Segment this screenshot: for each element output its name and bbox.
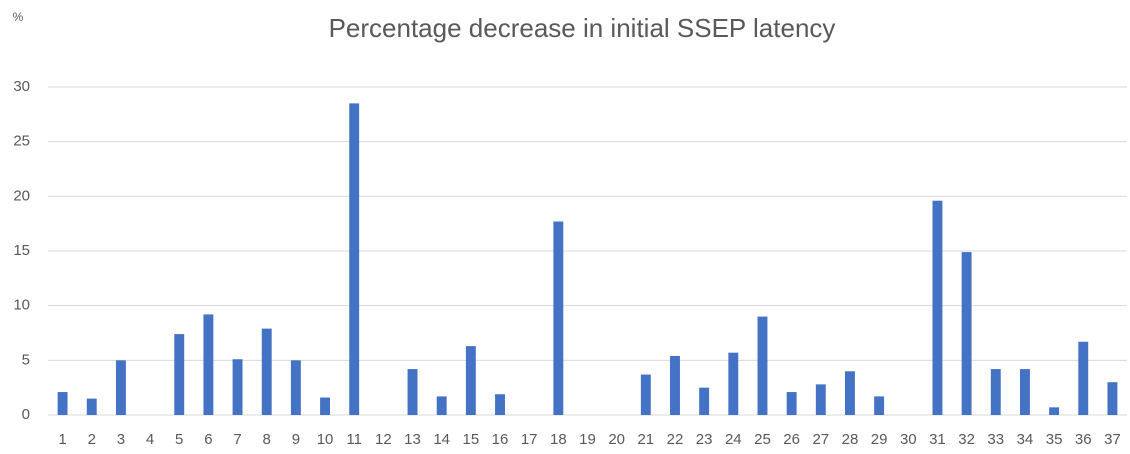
x-tick-label: 30 <box>900 431 917 448</box>
x-tick-label: 17 <box>521 431 538 448</box>
bar <box>465 346 476 415</box>
bar <box>553 221 564 415</box>
bar <box>290 360 301 415</box>
x-tick-label: 33 <box>987 431 1004 448</box>
x-tick-label: 13 <box>404 431 421 448</box>
y-tick-label: 5 <box>22 351 30 368</box>
x-tick-label: 26 <box>783 431 800 448</box>
y-tick-label: 30 <box>13 78 30 95</box>
x-tick-label: 1 <box>58 431 66 448</box>
x-tick-label: 4 <box>146 431 154 448</box>
bar <box>640 374 651 415</box>
bar <box>115 360 126 415</box>
bar <box>495 394 505 415</box>
bar <box>57 392 68 415</box>
bar <box>203 314 214 415</box>
bar <box>1107 382 1118 415</box>
x-tick-label: 22 <box>667 431 684 448</box>
x-tick-label: 6 <box>204 431 212 448</box>
x-tick-label: 34 <box>1017 431 1034 448</box>
x-tick-label: 20 <box>608 431 625 448</box>
y-tick-label: 15 <box>13 242 30 259</box>
chart-title: Percentage decrease in initial SSEP late… <box>329 13 836 43</box>
x-tick-label: 10 <box>317 431 334 448</box>
bar <box>845 371 855 415</box>
bar <box>699 387 710 415</box>
x-tick-label: 21 <box>637 431 654 448</box>
x-tick-label: 35 <box>1046 431 1063 448</box>
x-tick-label: 16 <box>492 431 509 448</box>
x-tick-label: 12 <box>375 431 392 448</box>
y-axis-label: % <box>13 10 24 24</box>
bar <box>728 352 739 415</box>
x-tick-label: 37 <box>1104 431 1121 448</box>
x-tick-label: 15 <box>463 431 480 448</box>
x-tick-label: 8 <box>263 431 271 448</box>
bar <box>757 316 768 415</box>
x-tick-label: 2 <box>88 431 96 448</box>
bar <box>349 103 360 416</box>
x-tick-label: 3 <box>117 431 125 448</box>
x-tick-label: 25 <box>754 431 771 448</box>
x-tick-label: 29 <box>871 431 888 448</box>
x-tick-label: 36 <box>1075 431 1092 448</box>
bar <box>86 398 97 415</box>
x-tick-label: 7 <box>233 431 241 448</box>
x-tick-label: 28 <box>842 431 859 448</box>
bar <box>320 397 330 415</box>
bar <box>1019 369 1030 415</box>
bar <box>174 334 185 415</box>
x-tick-label: 23 <box>696 431 713 448</box>
x-tick-label: 24 <box>725 431 742 448</box>
x-tick-label: 32 <box>958 431 975 448</box>
bar <box>407 369 418 415</box>
x-tick-label: 18 <box>550 431 567 448</box>
x-tick-label: 11 <box>346 431 362 448</box>
bar <box>670 355 680 415</box>
bar <box>1049 407 1060 415</box>
y-tick-label: 20 <box>13 187 30 204</box>
bar <box>932 200 943 415</box>
bar <box>786 392 797 415</box>
bar <box>436 396 447 415</box>
x-tick-label: 5 <box>175 431 183 448</box>
bar <box>815 384 826 415</box>
y-tick-label: 10 <box>13 297 30 314</box>
y-tick-label: 0 <box>22 406 30 423</box>
x-tick-label: 31 <box>929 431 946 448</box>
bar <box>232 359 243 415</box>
x-tick-label: 19 <box>579 431 596 448</box>
bar <box>261 328 272 415</box>
x-tick-label: 27 <box>812 431 829 448</box>
bar <box>874 396 885 415</box>
bar <box>990 369 1001 415</box>
bar <box>1078 341 1089 415</box>
x-tick-label: 14 <box>433 431 450 448</box>
bar <box>961 252 972 415</box>
x-tick-label: 9 <box>292 431 300 448</box>
y-tick-label: 25 <box>13 133 30 150</box>
